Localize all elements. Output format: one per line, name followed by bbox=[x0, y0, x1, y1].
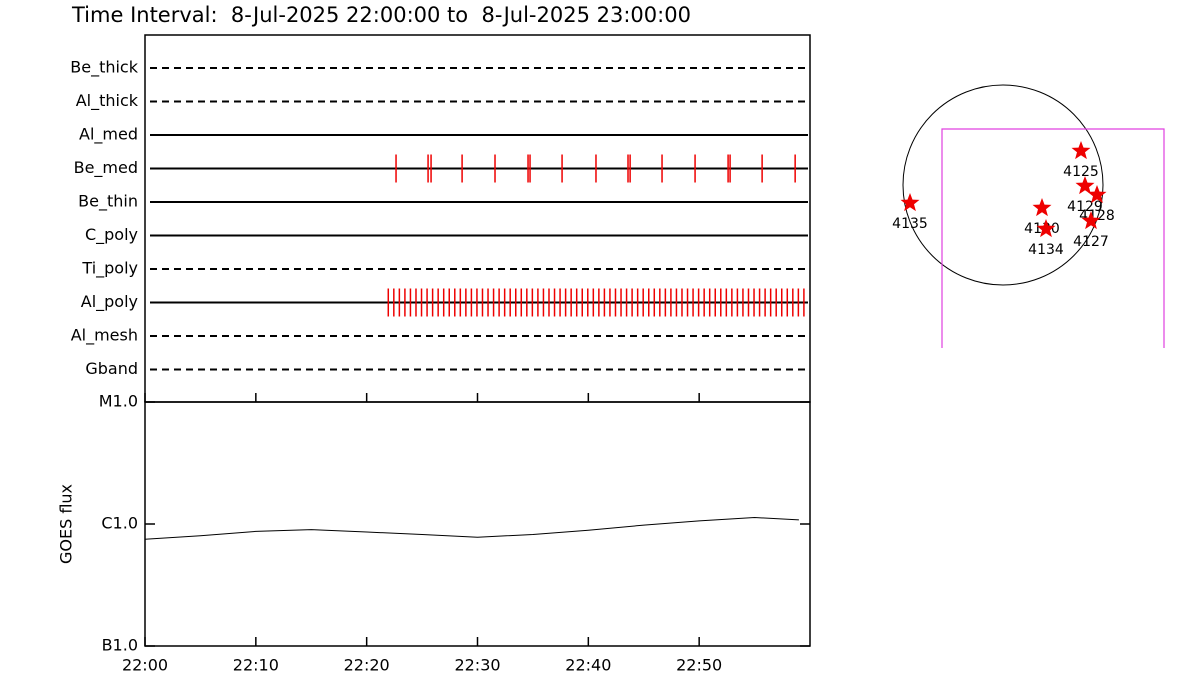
filter-label: Al_thick bbox=[76, 91, 139, 111]
y-axis-label: GOES flux bbox=[57, 484, 76, 564]
x-tick-label: 22:10 bbox=[233, 656, 279, 675]
region-star bbox=[900, 193, 920, 212]
y-tick-label: B1.0 bbox=[102, 636, 138, 655]
region-label: 4135 bbox=[892, 216, 928, 232]
region-label: 4129 bbox=[1067, 199, 1103, 215]
filter-label: Al_mesh bbox=[71, 326, 138, 346]
title: Time Interval: 8-Jul-2025 22:00:00 to 8-… bbox=[71, 3, 691, 27]
region-label: 4127 bbox=[1073, 234, 1109, 250]
goes-frame bbox=[144, 401, 811, 647]
region-label: 4125 bbox=[1063, 164, 1099, 180]
filter-label: Be_thick bbox=[70, 58, 138, 78]
filter-label: Be_thin bbox=[78, 192, 138, 212]
filter-label: Al_poly bbox=[81, 292, 138, 312]
region-star bbox=[1071, 141, 1091, 160]
filter-label: Al_med bbox=[79, 125, 138, 145]
x-tick-label: 22:50 bbox=[676, 656, 722, 675]
region-star bbox=[1036, 219, 1056, 238]
filter-label: C_poly bbox=[85, 225, 138, 245]
y-tick-label: C1.0 bbox=[101, 514, 138, 533]
region-star bbox=[1075, 176, 1095, 195]
x-tick-label: 22:30 bbox=[454, 656, 500, 675]
filter-label: Be_med bbox=[74, 158, 138, 178]
timeline-frame bbox=[144, 34, 811, 403]
region-star bbox=[1087, 185, 1107, 204]
solar-disk bbox=[902, 84, 1104, 286]
filter-label: Ti_poly bbox=[81, 259, 138, 279]
region-star bbox=[1032, 198, 1052, 217]
y-tick-label: M1.0 bbox=[99, 392, 138, 411]
goes-curve bbox=[144, 516, 799, 540]
region-star bbox=[1081, 211, 1101, 230]
region-label: 4128 bbox=[1079, 208, 1115, 224]
region-label: 4134 bbox=[1028, 242, 1064, 258]
x-tick-label: 22:20 bbox=[344, 656, 390, 675]
filter-label: Gband bbox=[85, 359, 138, 378]
x-tick-label: 22:00 bbox=[122, 656, 168, 675]
fov-box bbox=[941, 128, 1165, 348]
x-tick-label: 22:40 bbox=[565, 656, 611, 675]
